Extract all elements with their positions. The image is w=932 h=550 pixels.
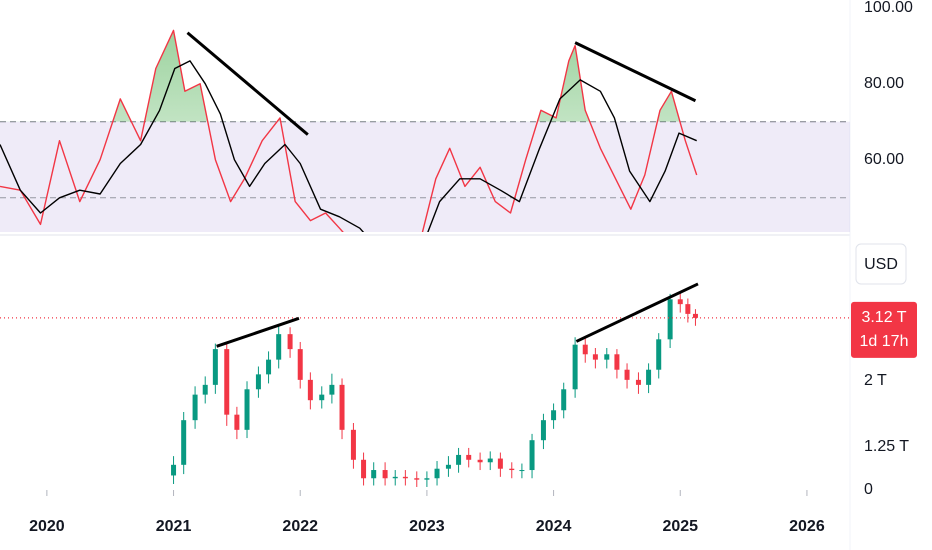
candle-body [572, 344, 578, 390]
candle-body [424, 478, 430, 480]
candle-body [212, 349, 218, 385]
candle-body [255, 374, 261, 390]
candle-body [487, 458, 493, 463]
currency: USD [864, 256, 898, 273]
countdown: 1d 17h [860, 333, 909, 350]
y-tick-label: 80.00 [864, 75, 904, 92]
candle-body [402, 476, 408, 479]
candle-body [456, 454, 462, 465]
candle-body [529, 440, 535, 471]
price-pane [0, 282, 850, 487]
candle-body [592, 354, 598, 360]
x-tick-label: 2021 [156, 518, 192, 535]
candle-body [371, 470, 377, 479]
x-tick-label: 2023 [409, 518, 445, 535]
candle-body [677, 299, 683, 305]
candle-body [445, 464, 451, 469]
last-price-box [851, 301, 917, 358]
candle-body [361, 459, 367, 479]
candle-body [382, 470, 388, 479]
trend-line [575, 282, 699, 343]
candle-body [635, 379, 641, 385]
candle-body [466, 454, 472, 460]
trend-line [216, 316, 300, 348]
candle-body [339, 384, 345, 430]
y-tick-label: 0 [864, 481, 873, 498]
candle-body [307, 379, 313, 401]
rsi-pane [0, 29, 850, 232]
candle-body [540, 420, 546, 441]
currency-box[interactable] [855, 243, 907, 285]
candle-body [234, 414, 240, 430]
x-tick-label: 2024 [536, 518, 572, 535]
y-tick-label: 100.00 [864, 0, 913, 16]
candle-body [244, 389, 250, 430]
candle-body [551, 410, 557, 421]
candle-body [614, 354, 620, 370]
candle-body [266, 359, 272, 375]
last-price-label: 3.12 T [861, 309, 906, 326]
candle-body [329, 384, 335, 395]
x-tick-label: 2020 [29, 518, 65, 535]
candle-body [561, 389, 567, 411]
candle-body [202, 384, 208, 395]
candle-body [509, 468, 515, 471]
candle-body [171, 464, 177, 476]
candle-body [287, 334, 293, 350]
candle-body [656, 339, 662, 370]
band [0, 121, 850, 232]
candle-body [646, 369, 652, 385]
y-tick-label: 60.00 [864, 151, 904, 168]
candle-body [392, 476, 398, 479]
series-line [0, 29, 698, 232]
trend-line [186, 31, 309, 136]
candle-body [350, 429, 356, 460]
candle-body [192, 394, 198, 421]
y-tick-label: 1.25 T [864, 438, 909, 455]
candle-body [497, 458, 503, 469]
candle-body [582, 344, 588, 355]
x-tick-label: 2026 [789, 518, 825, 535]
candle-body [685, 304, 691, 314]
candle-body [414, 478, 420, 480]
candle-body [624, 369, 630, 380]
candle-body [604, 354, 610, 360]
candle-body [519, 470, 525, 472]
x-tick-label: 2022 [282, 518, 318, 535]
candle-body [319, 394, 325, 401]
axes: 2020 2021 2022 2023 2024 2025 2026 100.00 80.00 6… [29, 0, 917, 535]
series-line [0, 60, 697, 232]
candle-body [692, 313, 698, 318]
candle-body [434, 468, 440, 479]
candle-body [477, 459, 483, 463]
trend-line [574, 41, 697, 103]
candle-body [297, 349, 303, 380]
candle-body [224, 349, 230, 415]
candle-body [667, 299, 673, 340]
candle-body [181, 420, 187, 465]
y-tick-label: 2 T [864, 372, 887, 389]
x-tick-label: 2025 [662, 518, 698, 535]
candle-body [276, 334, 282, 360]
